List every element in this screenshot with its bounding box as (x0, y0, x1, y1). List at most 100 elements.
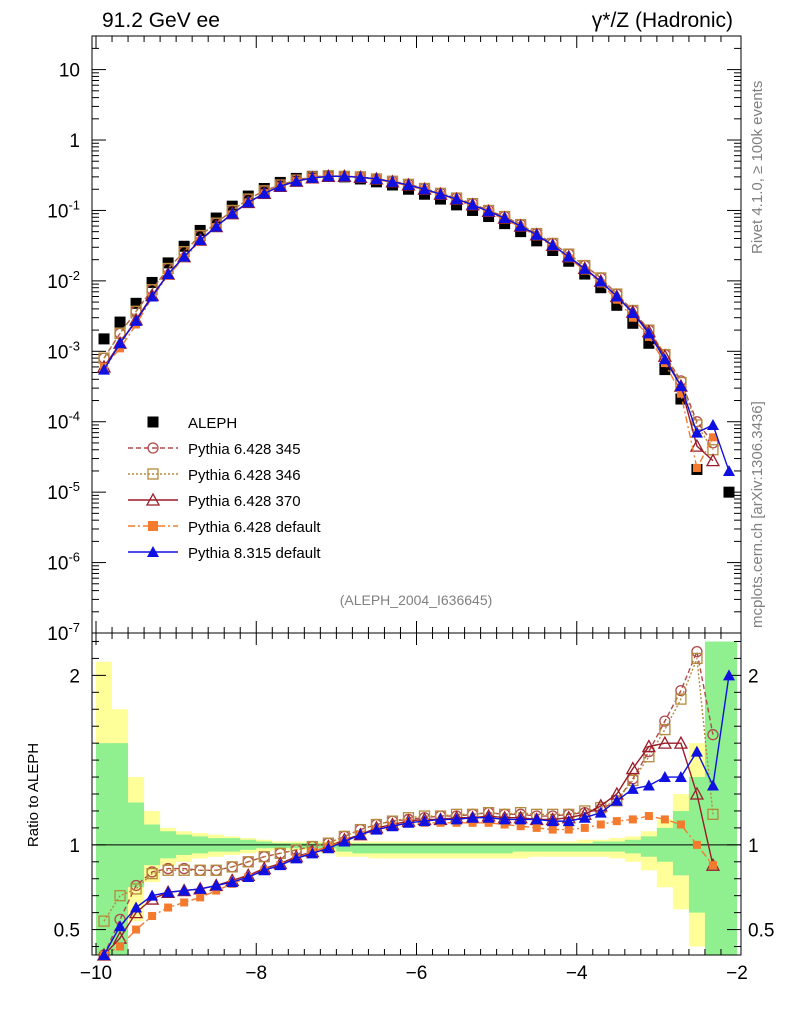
ratio-point-p8 (98, 949, 111, 960)
y-tick-label-base: 10 (47, 413, 68, 434)
legend-label-p370: Pythia 6.428 370 (188, 493, 301, 510)
point-p8 (434, 188, 447, 200)
ratio-point-p6def (692, 840, 701, 849)
ratio-point-p8 (146, 889, 159, 901)
point-p8 (258, 187, 271, 199)
ratio-point-p346 (242, 856, 254, 868)
ratio-ylabel: Ratio to ALEPH (25, 743, 42, 847)
point-p8 (466, 198, 479, 210)
ratio-point-p8 (610, 794, 623, 806)
ratio-point-p8 (626, 782, 639, 794)
ratio-point-p8 (450, 813, 463, 825)
title-right: γ*/Z (Hadronic) (592, 9, 733, 32)
ratio-point-p346 (210, 864, 222, 876)
ratio-y-tick-label-right: 2 (748, 666, 759, 687)
point-aleph (643, 337, 655, 349)
x-tick-label: −4 (566, 963, 588, 984)
ratio-point-p8 (354, 828, 367, 840)
point-p8 (274, 180, 287, 192)
ratio-point-p6def (500, 820, 509, 829)
point-p6def (676, 389, 685, 398)
point-p8 (354, 171, 367, 183)
ratio-point-p8 (578, 811, 591, 823)
point-aleph (659, 364, 671, 376)
legend-marker-aleph (147, 416, 159, 428)
analysis-tag: (ALEPH_2004_I636645) (340, 592, 493, 608)
line-p346 (103, 175, 714, 451)
point-p370 (705, 453, 721, 467)
point-p8 (674, 380, 687, 392)
mcplots-label: mcplots.cern.ch [arXiv:1306.3436] (749, 401, 766, 628)
point-p8 (626, 306, 639, 318)
point-aleph (146, 276, 158, 288)
ratio-y-tick-label-right: 1 (748, 836, 759, 857)
y-tick-label-base: 10 (47, 483, 68, 504)
ratio-point-p346 (130, 883, 142, 895)
point-p8 (242, 196, 255, 208)
point-p8 (194, 234, 207, 246)
ratio-line-p8 (103, 675, 730, 956)
point-p8 (98, 363, 111, 375)
x-tick-label: −2 (726, 963, 748, 984)
ratio-point-p346 (194, 864, 206, 876)
ratio-y-tick-label: 2 (69, 666, 80, 687)
point-aleph (98, 333, 110, 345)
point-p8 (322, 170, 335, 182)
point-p8 (338, 170, 351, 182)
legend: ALEPH Pythia 6.428 345 Pythia 6.428 346 … (128, 415, 321, 562)
ratio-point-p6def (612, 817, 621, 826)
y-tick-label-base: 10 (47, 201, 68, 222)
ratio-point-p6def (164, 903, 173, 912)
x-tick-label: −6 (406, 963, 428, 984)
legend-marker-p370 (145, 492, 161, 506)
point-p8 (610, 290, 623, 302)
ratio-point-p6def (628, 815, 637, 824)
point-p8 (450, 193, 463, 205)
ratio-point-p8 (434, 813, 447, 825)
point-p8 (498, 212, 511, 224)
ratio-point-p370 (641, 739, 656, 753)
point-p8 (514, 220, 527, 232)
point-p6def (692, 464, 701, 473)
x-tick-label: −8 (245, 963, 267, 984)
point-p8 (290, 175, 303, 187)
point-p8 (706, 418, 719, 430)
y-tick-label: 10 (59, 61, 80, 82)
y-tick-label-exp: -4 (68, 409, 80, 424)
ratio-point-p8 (418, 815, 431, 827)
ratio-point-p6def (644, 812, 653, 821)
ratio-point-p8 (690, 745, 703, 757)
y-tick-label-exp: -5 (68, 479, 80, 494)
ratio-point-p8 (162, 886, 175, 898)
point-p8 (226, 207, 239, 219)
point-aleph (723, 486, 735, 498)
point-p6def (116, 344, 125, 353)
ratio-point-p8 (386, 820, 399, 832)
ratio-point-p346 (675, 693, 687, 705)
point-aleph (627, 317, 639, 329)
point-aleph (595, 282, 607, 294)
x-tick-label: −10 (80, 963, 112, 984)
ratio-point-p8 (546, 815, 559, 827)
ratio-point-p8 (674, 771, 687, 783)
point-p8 (722, 464, 735, 476)
legend-marker-p345 (147, 442, 159, 454)
axes-and-ticks: −10 −8 −6 −4 −210110-110-210-310-410-510-610… (47, 35, 774, 984)
ratio-point-p6def (196, 893, 205, 902)
ratio-point-p8 (658, 771, 671, 783)
ratio-point-p8 (178, 884, 191, 896)
ratio-point-p8 (594, 806, 607, 818)
ratio-point-p8 (338, 835, 351, 847)
legend-label-p8default: Pythia 8.315 default (188, 545, 321, 562)
ratio-point-p6def (580, 823, 589, 832)
point-p8 (594, 275, 607, 287)
ratio-point-p8 (258, 864, 271, 876)
legend-marker-p8 (147, 546, 159, 557)
ratio-point-p8 (306, 847, 319, 859)
y-tick-label: 10-3 (47, 338, 80, 363)
y-tick-label-base: 10 (47, 554, 68, 575)
point-p8 (370, 172, 383, 184)
ratio-uncertainty-bands (96, 641, 737, 955)
point-aleph (451, 199, 463, 211)
